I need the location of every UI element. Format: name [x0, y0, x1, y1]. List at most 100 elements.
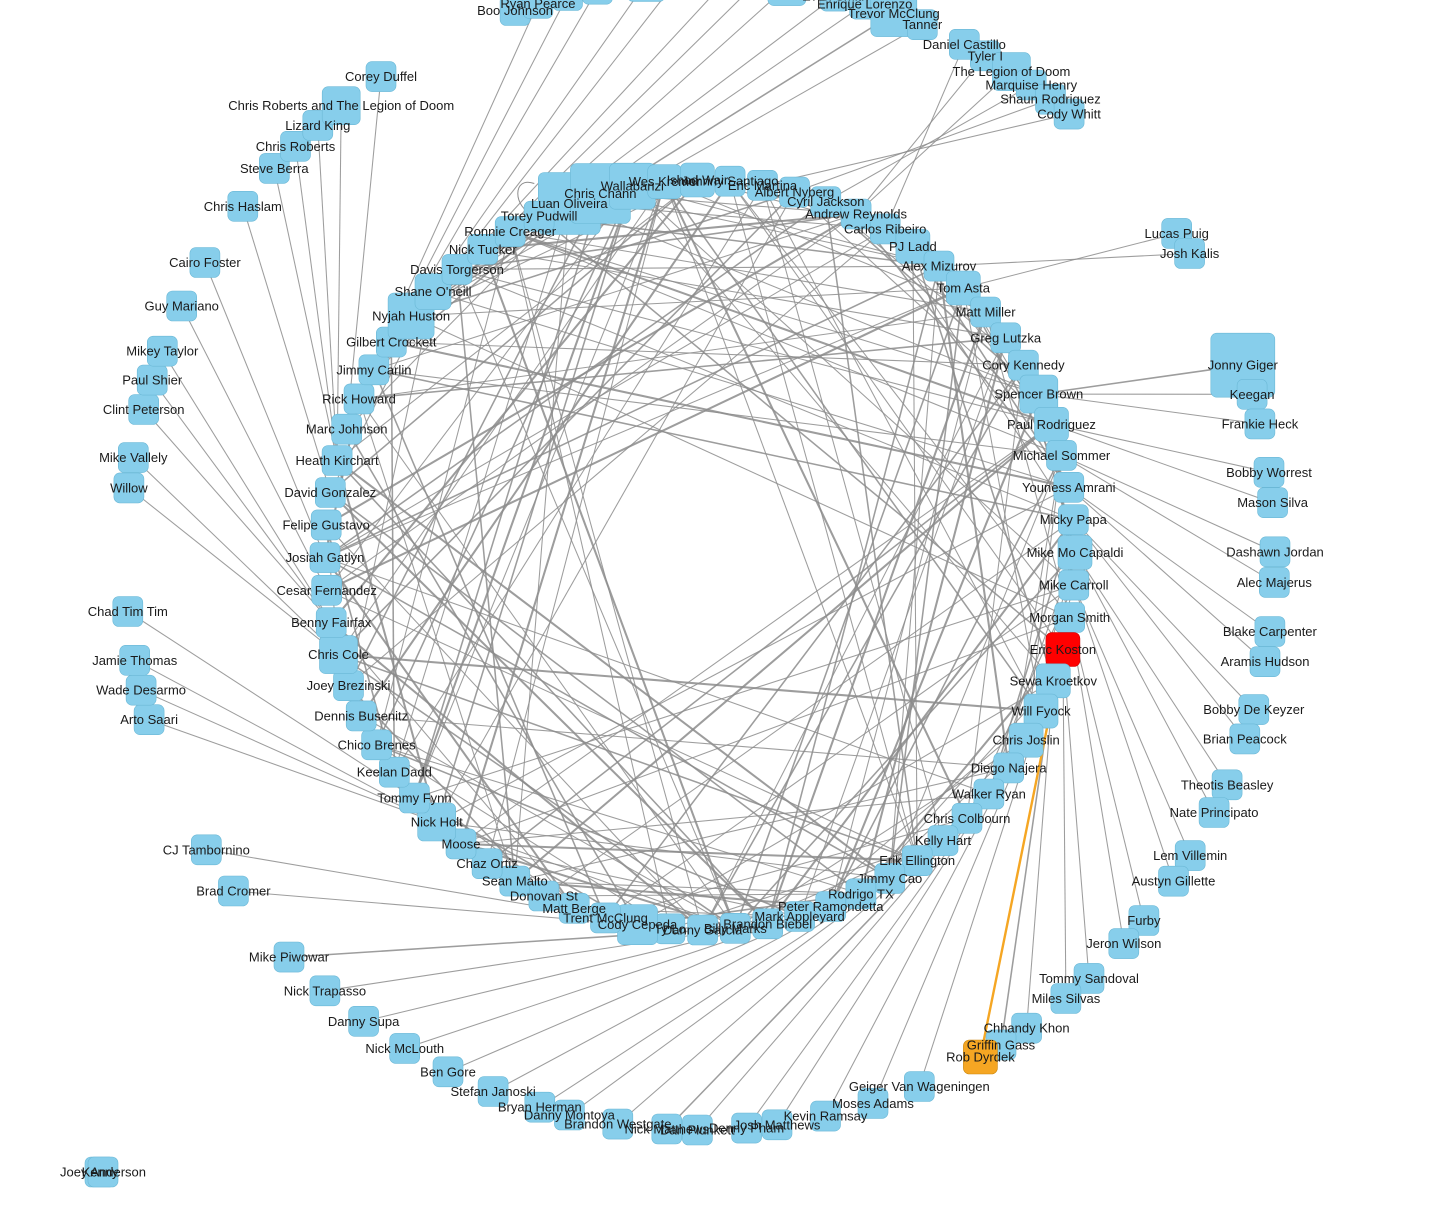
- svg-text:Dashawn Jordan: Dashawn Jordan: [1226, 544, 1324, 559]
- svg-text:CJ Tambornino: CJ Tambornino: [163, 842, 250, 857]
- svg-text:Chris Colbourn: Chris Colbourn: [924, 811, 1011, 826]
- svg-text:Benny Fairfax: Benny Fairfax: [291, 615, 372, 630]
- svg-text:Jimmy Cao: Jimmy Cao: [857, 871, 922, 886]
- svg-text:Nick McLouth: Nick McLouth: [365, 1041, 444, 1056]
- svg-text:Tom Asta: Tom Asta: [937, 281, 991, 296]
- svg-text:Heath Kirchart: Heath Kirchart: [296, 453, 379, 468]
- svg-text:Nick Trapasso: Nick Trapasso: [284, 983, 366, 998]
- svg-text:Jamie Thomas: Jamie Thomas: [92, 653, 178, 668]
- svg-text:Austyn Gillette: Austyn Gillette: [1132, 874, 1216, 889]
- svg-text:Willow: Willow: [110, 480, 148, 495]
- svg-text:Moose: Moose: [441, 836, 480, 851]
- svg-text:Chris Cole: Chris Cole: [308, 647, 369, 662]
- svg-text:Spencer Brown: Spencer Brown: [994, 387, 1083, 402]
- svg-text:Felipe Gustavo: Felipe Gustavo: [282, 517, 369, 532]
- svg-text:Cesar Fernandez: Cesar Fernandez: [276, 583, 376, 598]
- svg-text:Cory Kennedy: Cory Kennedy: [982, 358, 1065, 373]
- svg-text:Joey Anderson: Joey Anderson: [60, 1165, 146, 1180]
- svg-text:Sean Malto: Sean Malto: [482, 874, 548, 889]
- svg-text:Micky Papa: Micky Papa: [1040, 512, 1108, 527]
- svg-text:Morgan Smith: Morgan Smith: [1029, 610, 1110, 625]
- svg-text:Blake Carpenter: Blake Carpenter: [1223, 624, 1318, 639]
- svg-text:Dennis Busenitz: Dennis Busenitz: [314, 708, 408, 723]
- svg-text:Mike Carroll: Mike Carroll: [1039, 578, 1108, 593]
- svg-text:Ronnie Creager: Ronnie Creager: [464, 224, 556, 239]
- svg-text:Keelan Dadd: Keelan Dadd: [357, 765, 432, 780]
- svg-text:Gilbert Crockett: Gilbert Crockett: [346, 335, 437, 350]
- svg-text:Chaz Ortiz: Chaz Ortiz: [456, 856, 517, 871]
- svg-text:Wade Desarmo: Wade Desarmo: [96, 683, 186, 698]
- svg-text:Alec Majerus: Alec Majerus: [1237, 575, 1313, 590]
- svg-text:Chris Roberts and The Legion o: Chris Roberts and The Legion of Doom: [228, 98, 454, 113]
- svg-text:Torey Pudwill: Torey Pudwill: [501, 209, 578, 224]
- svg-text:Paul Shier: Paul Shier: [122, 373, 183, 388]
- svg-text:Tyler I: Tyler I: [968, 48, 1003, 63]
- svg-text:Mike Vallely: Mike Vallely: [99, 450, 168, 465]
- svg-text:Tommy Sandoval: Tommy Sandoval: [1039, 971, 1139, 986]
- svg-text:Chris Roberts: Chris Roberts: [256, 139, 336, 154]
- svg-text:Rob Dyrdek: Rob Dyrdek: [946, 1050, 1015, 1065]
- svg-text:Corey Duffel: Corey Duffel: [345, 69, 417, 84]
- svg-text:Ben Gore: Ben Gore: [420, 1064, 476, 1079]
- svg-text:Clint Peterson: Clint Peterson: [103, 402, 185, 417]
- svg-text:Paul Rodriguez: Paul Rodriguez: [1007, 417, 1096, 432]
- svg-text:Brian Peacock: Brian Peacock: [1203, 731, 1287, 746]
- svg-text:PJ Ladd: PJ Ladd: [889, 239, 937, 254]
- svg-text:Michael Sommer: Michael Sommer: [1013, 448, 1111, 463]
- svg-text:Josh Kalis: Josh Kalis: [1160, 246, 1220, 261]
- svg-text:Diego Najera: Diego Najera: [971, 760, 1048, 775]
- svg-text:Furby: Furby: [1127, 913, 1161, 928]
- svg-text:Aramis Hudson: Aramis Hudson: [1221, 654, 1310, 669]
- svg-text:Bryan Herman: Bryan Herman: [498, 1100, 582, 1115]
- svg-text:Chris Joslin: Chris Joslin: [993, 733, 1060, 748]
- svg-text:Andrew Reynolds: Andrew Reynolds: [805, 207, 907, 222]
- svg-text:Shaun Rodriguez: Shaun Rodriguez: [1000, 92, 1100, 107]
- svg-text:Mikey Taylor: Mikey Taylor: [126, 344, 199, 359]
- svg-text:Marc Johnson: Marc Johnson: [306, 422, 388, 437]
- svg-text:Jimmy Carlin: Jimmy Carlin: [336, 362, 411, 377]
- svg-text:Josiah Gatlyn: Josiah Gatlyn: [286, 550, 365, 565]
- svg-text:Joey Brezinski: Joey Brezinski: [307, 678, 391, 693]
- svg-text:David Gonzalez: David Gonzalez: [284, 485, 376, 500]
- svg-text:Frankie Heck: Frankie Heck: [1222, 416, 1299, 431]
- svg-text:Eric Koston: Eric Koston: [1030, 642, 1096, 657]
- svg-text:Chhandy Khon: Chhandy Khon: [984, 1021, 1070, 1036]
- svg-text:Steve Berra: Steve Berra: [240, 161, 309, 176]
- svg-text:Nick Holt: Nick Holt: [411, 815, 463, 830]
- svg-text:Chris Haslam: Chris Haslam: [204, 199, 282, 214]
- svg-text:Davis Torgerson: Davis Torgerson: [410, 262, 504, 277]
- svg-text:Nick Tucker: Nick Tucker: [449, 242, 518, 257]
- svg-text:Geiger Van Wageningen: Geiger Van Wageningen: [849, 1079, 990, 1094]
- svg-text:Nyjah Huston: Nyjah Huston: [372, 309, 450, 324]
- svg-text:Cody Whitt: Cody Whitt: [1037, 107, 1101, 122]
- svg-text:Keegan: Keegan: [1230, 387, 1275, 402]
- svg-text:Sewa Kroetkov: Sewa Kroetkov: [1010, 673, 1098, 688]
- svg-text:Kelly Hart: Kelly Hart: [915, 833, 972, 848]
- svg-text:Rick Howard: Rick Howard: [322, 391, 396, 406]
- svg-text:Will Fyock: Will Fyock: [1011, 704, 1071, 719]
- svg-text:Guy Mariano: Guy Mariano: [144, 299, 218, 314]
- svg-text:Mike Mo Capaldi: Mike Mo Capaldi: [1027, 545, 1124, 560]
- svg-text:Theotis Beasley: Theotis Beasley: [1181, 777, 1274, 792]
- svg-text:Youness Amrani: Youness Amrani: [1022, 480, 1116, 495]
- svg-text:Lucas Puig: Lucas Puig: [1145, 226, 1209, 241]
- svg-text:Jonny Giger: Jonny Giger: [1208, 358, 1279, 373]
- svg-text:Cairo Foster: Cairo Foster: [169, 255, 241, 270]
- svg-text:Carlos Ribeiro: Carlos Ribeiro: [844, 221, 926, 236]
- svg-text:Chico Brenes: Chico Brenes: [338, 737, 417, 752]
- svg-text:Lem Villemin: Lem Villemin: [1153, 848, 1227, 863]
- svg-text:Sebo Walker: Sebo Walker: [531, 0, 606, 3]
- svg-text:Arto Saari: Arto Saari: [120, 712, 178, 727]
- svg-text:Chad Tim Tim: Chad Tim Tim: [88, 604, 168, 619]
- svg-text:Nate Principato: Nate Principato: [1170, 805, 1259, 820]
- svg-text:Alex Mizurov: Alex Mizurov: [902, 259, 977, 274]
- svg-text:Mike Piwowar: Mike Piwowar: [249, 950, 330, 965]
- svg-text:Matt Miller: Matt Miller: [956, 305, 1017, 320]
- svg-text:Greg Lutzka: Greg Lutzka: [970, 330, 1042, 345]
- svg-text:Donovan St: Donovan St: [510, 889, 578, 904]
- svg-text:Danny Supa: Danny Supa: [328, 1014, 400, 1029]
- svg-text:Erik Ellington: Erik Ellington: [879, 853, 955, 868]
- svg-text:Shane O'neill: Shane O'neill: [395, 284, 472, 299]
- svg-text:Jeron Wilson: Jeron Wilson: [1086, 936, 1161, 951]
- svg-text:Bobby De Keyzer: Bobby De Keyzer: [1203, 702, 1305, 717]
